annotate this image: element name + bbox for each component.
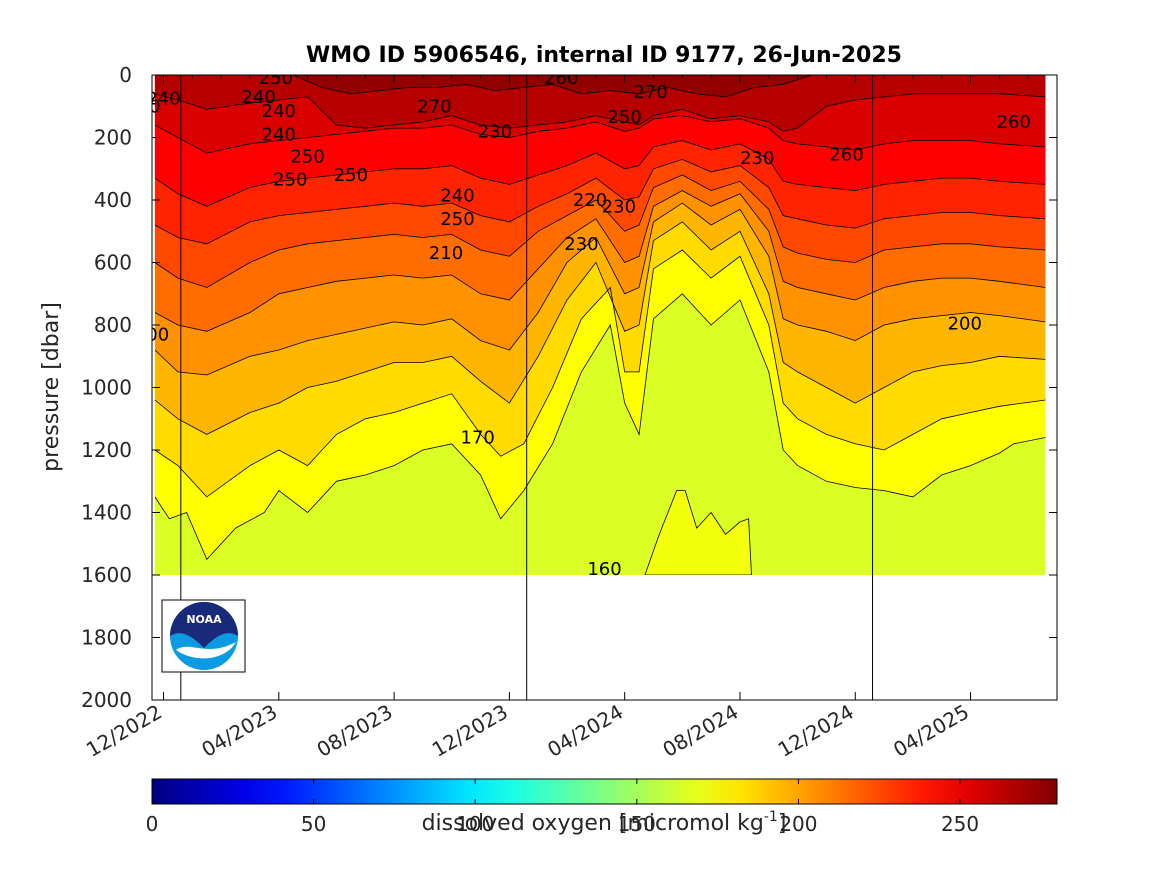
isoline-210 <box>154 190 1046 332</box>
isoline-180 <box>154 249 1046 498</box>
colorbar-tick-label: 250 <box>941 812 979 836</box>
region-160 <box>644 490 752 575</box>
contour-label: 250 <box>259 68 293 89</box>
y-tick-label: 1400 <box>81 501 132 525</box>
colorbar-ticks: 0 50 100 150 200 250 <box>146 779 979 836</box>
contour-label: 250 <box>290 146 324 167</box>
colorbar: 0 50 100 150 200 250 dissolved oxygen [microm… <box>146 778 1058 836</box>
x-tick-label: 04/2024 <box>543 700 627 762</box>
y-tick-label: 1600 <box>81 563 132 587</box>
contour-label: 240 <box>262 124 296 145</box>
x-tick-label: 04/2023 <box>197 700 281 762</box>
isoline-240 <box>154 140 1046 207</box>
y-tick-label: 600 <box>94 251 132 275</box>
y-tick-label: 400 <box>94 188 132 212</box>
colorbar-gradient <box>151 778 1058 805</box>
y-tick-label: 800 <box>94 313 132 337</box>
colorbar-label: dissolved oxygen [micromol kg-1] <box>422 809 787 836</box>
contour-label: 260 <box>829 145 863 166</box>
x-tick-label: 12/2023 <box>428 700 512 762</box>
y-tick-label: 1800 <box>81 626 132 650</box>
isoline-170 <box>154 293 1046 561</box>
y-axis: 0 200 400 600 800 1000 1200 1400 1600 1800 2000 <box>81 63 1057 712</box>
y-tick-label: 1000 <box>81 376 132 400</box>
isoline-250 <box>154 115 1046 154</box>
contour-label: 220 <box>573 190 607 211</box>
isoline-200 <box>154 202 1046 376</box>
x-tick-label: 08/2024 <box>659 700 743 762</box>
contour-label: 270 <box>417 96 451 117</box>
svg-text:NOAA: NOAA <box>186 613 222 626</box>
isoline-190 <box>154 221 1046 435</box>
contour-label: 240 <box>146 88 180 109</box>
x-tick-label: 08/2023 <box>313 700 397 762</box>
colorbar-tick-label: 200 <box>779 812 817 836</box>
contour-label: 250 <box>607 107 641 128</box>
colorbar-tick-label: 0 <box>146 812 159 836</box>
contour-label: 160 <box>587 559 621 580</box>
contour-label: 250 <box>273 170 307 191</box>
y-tick-label: 1200 <box>81 438 132 462</box>
noaa-logo: NOAA <box>161 599 246 673</box>
isoline-layer <box>154 75 1046 561</box>
contour-label: 170 <box>461 428 495 449</box>
contour-label: 230 <box>478 121 512 142</box>
contour-label: 210 <box>429 243 463 264</box>
contour-label: 240 <box>241 87 275 108</box>
band-270 <box>293 75 812 97</box>
contour-label: 230 <box>602 196 636 217</box>
y-tick-label: 0 <box>119 63 132 87</box>
x-tick-label: 12/2024 <box>774 700 858 762</box>
contour-label: 270 <box>633 82 667 103</box>
contour-label: 240 <box>440 185 474 206</box>
contour-label: 200 <box>948 313 982 334</box>
chart-title: WMO ID 5906546, internal ID 9177, 26-Jun… <box>306 43 902 68</box>
contour-label: 250 <box>334 165 368 186</box>
colorbar-tick-label: 50 <box>301 812 326 836</box>
y-axis-label: pressure [dbar] <box>39 302 64 472</box>
colorbar-tick-label: 100 <box>456 812 494 836</box>
contour-label: 230 <box>126 96 160 117</box>
contour-label: 230 <box>740 148 774 169</box>
isoline-270 <box>293 75 813 98</box>
contour-label: 250 <box>440 209 474 230</box>
contour-label: 260 <box>997 112 1031 133</box>
contour-label: 200 <box>135 324 169 345</box>
contour-label: 240 <box>262 101 296 122</box>
contour-label: 260 <box>544 68 578 89</box>
x-tick-label: 04/2025 <box>889 700 973 762</box>
contour-label: 230 <box>564 234 598 255</box>
filled-contours <box>154 75 1046 575</box>
y-tick-label: 200 <box>94 126 132 150</box>
y-tick-label: 2000 <box>81 688 132 712</box>
isoline-260 <box>154 93 1046 132</box>
isoline-230 <box>154 158 1046 245</box>
year-lines <box>180 75 874 700</box>
isoline-220 <box>154 174 1046 288</box>
colorbar-tick-label: 150 <box>618 812 656 836</box>
